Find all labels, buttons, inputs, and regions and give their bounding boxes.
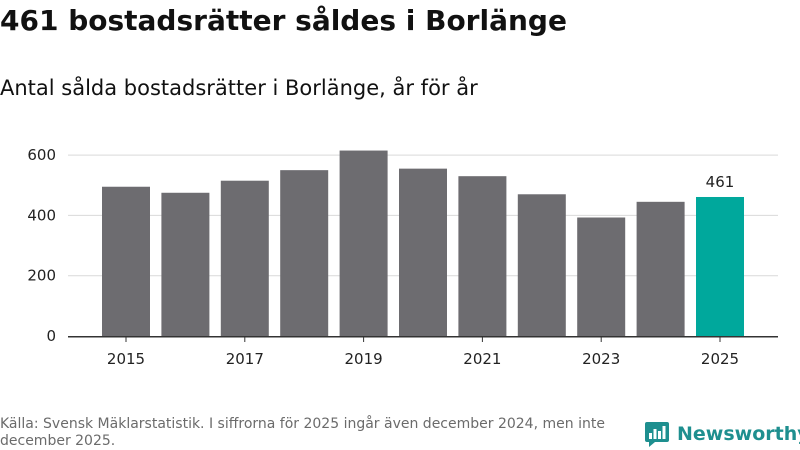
bar-2017 <box>220 180 269 336</box>
chart-subtitle: Antal sålda bostadsrätter i Borlänge, år… <box>0 76 478 100</box>
x-tick-label: 2015 <box>107 350 145 368</box>
x-tick-label: 2019 <box>345 350 383 368</box>
source-note: Källa: Svensk Mäklarstatistik. I siffror… <box>0 416 605 449</box>
bar-2022 <box>517 194 566 336</box>
y-tick-label: 400 <box>27 206 56 224</box>
x-tick-label: 2017 <box>226 350 264 368</box>
chart-title: 461 bostadsrätter såldes i Borlänge <box>0 4 567 37</box>
bar-2020 <box>399 168 447 336</box>
data-label: 461 <box>706 173 735 191</box>
x-tick-label: 2025 <box>701 350 739 368</box>
y-tick-label: 200 <box>27 267 56 285</box>
bar-2021 <box>458 176 507 336</box>
bar-2018 <box>280 170 329 336</box>
brand: Newsworthy <box>645 419 800 449</box>
bar-chart: 2015 2017 2019 2021 2023 2025 0 200 400 600 461 <box>27 146 778 368</box>
y-axis-ticks: 0 200 400 600 <box>27 146 56 345</box>
bar-2025 <box>696 196 744 336</box>
bar-2015 <box>102 186 150 336</box>
x-tick-label: 2021 <box>463 350 501 368</box>
data-labels: 461 <box>706 173 735 191</box>
x-axis-ticks: 2015 2017 2019 2021 2023 2025 <box>107 336 739 368</box>
bar-2023 <box>577 217 626 336</box>
bars <box>102 150 744 336</box>
y-tick-label: 0 <box>46 327 56 345</box>
bar-2016 <box>161 192 210 336</box>
y-tick-label: 600 <box>27 146 56 164</box>
newsworthy-logo-icon <box>645 422 669 447</box>
brand-name: Newsworthy <box>677 423 800 445</box>
bar-2019 <box>339 150 388 336</box>
x-tick-label: 2023 <box>582 350 620 368</box>
bar-2024 <box>636 201 685 336</box>
